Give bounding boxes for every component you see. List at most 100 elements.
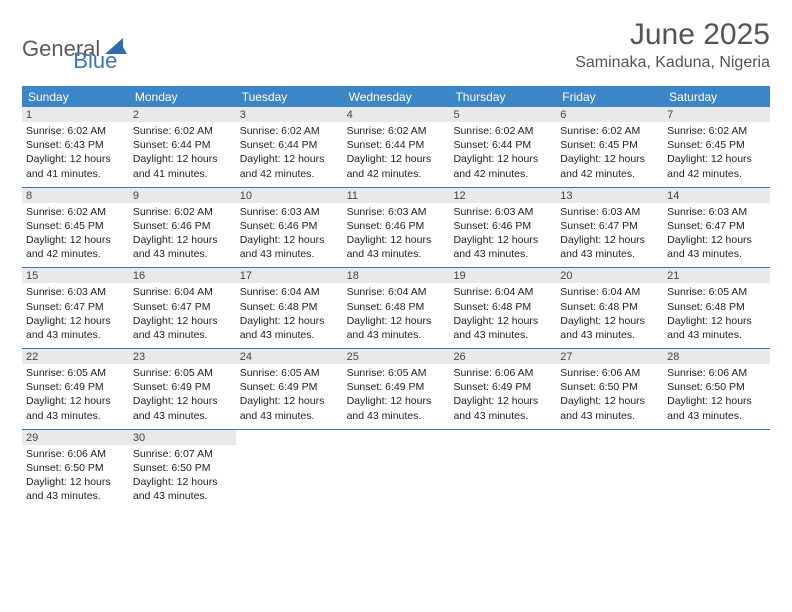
day-number: 3 (236, 107, 343, 122)
daylight-line: Daylight: 12 hours and 43 minutes. (453, 314, 552, 342)
daylight-line: Daylight: 12 hours and 43 minutes. (240, 314, 339, 342)
day-cell: 15Sunrise: 6:03 AMSunset: 6:47 PMDayligh… (22, 268, 129, 348)
sunrise-line: Sunrise: 6:02 AM (347, 124, 446, 138)
day-cell: 6Sunrise: 6:02 AMSunset: 6:45 PMDaylight… (556, 107, 663, 187)
dow-wednesday: Wednesday (343, 86, 450, 107)
day-cell: 24Sunrise: 6:05 AMSunset: 6:49 PMDayligh… (236, 349, 343, 429)
sunrise-line: Sunrise: 6:07 AM (133, 447, 232, 461)
daylight-line: Daylight: 12 hours and 43 minutes. (26, 314, 125, 342)
day-cell: 23Sunrise: 6:05 AMSunset: 6:49 PMDayligh… (129, 349, 236, 429)
sunrise-line: Sunrise: 6:02 AM (26, 205, 125, 219)
day-cell: 3 Sunrise: 6:02 AMSunset: 6:44 PMDaylight… (236, 107, 343, 187)
daylight-line: Daylight: 12 hours and 43 minutes. (347, 314, 446, 342)
day-number: 17 (236, 268, 343, 283)
sunset-line: Sunset: 6:48 PM (240, 300, 339, 314)
sunrise-line: Sunrise: 6:02 AM (560, 124, 659, 138)
day-number: 19 (449, 268, 556, 283)
sunrise-line: Sunrise: 6:04 AM (240, 285, 339, 299)
day-cell: 20Sunrise: 6:04 AMSunset: 6:48 PMDayligh… (556, 268, 663, 348)
daylight-line: Daylight: 12 hours and 43 minutes. (560, 394, 659, 422)
month-title: June 2025 (575, 18, 770, 52)
sunrise-line: Sunrise: 6:05 AM (26, 366, 125, 380)
sunrise-line: Sunrise: 6:03 AM (347, 205, 446, 219)
sunrise-line: Sunrise: 6:06 AM (453, 366, 552, 380)
sunset-line: Sunset: 6:50 PM (560, 380, 659, 394)
empty-cell (236, 430, 343, 510)
sunrise-line: Sunrise: 6:02 AM (453, 124, 552, 138)
sunrise-line: Sunrise: 6:06 AM (26, 447, 125, 461)
daylight-line: Daylight: 12 hours and 43 minutes. (240, 394, 339, 422)
day-cell: 28Sunrise: 6:06 AMSunset: 6:50 PMDayligh… (663, 349, 770, 429)
empty-cell (343, 430, 450, 510)
sunset-line: Sunset: 6:50 PM (667, 380, 766, 394)
day-number: 21 (663, 268, 770, 283)
day-number: 26 (449, 349, 556, 364)
daylight-line: Daylight: 12 hours and 43 minutes. (26, 394, 125, 422)
sunset-line: Sunset: 6:48 PM (560, 300, 659, 314)
day-number: 10 (236, 188, 343, 203)
sunrise-line: Sunrise: 6:06 AM (667, 366, 766, 380)
sunset-line: Sunset: 6:50 PM (133, 461, 232, 475)
sunset-line: Sunset: 6:48 PM (347, 300, 446, 314)
day-number: 23 (129, 349, 236, 364)
daylight-line: Daylight: 12 hours and 43 minutes. (453, 394, 552, 422)
week-row: 1Sunrise: 6:02 AMSunset: 6:43 PMDaylight… (22, 107, 770, 188)
empty-cell (663, 430, 770, 510)
day-cell: 4Sunrise: 6:02 AMSunset: 6:44 PMDaylight… (343, 107, 450, 187)
header: General Blue June 2025 Saminaka, Kaduna,… (22, 18, 770, 74)
daylight-line: Daylight: 12 hours and 42 minutes. (26, 233, 125, 261)
day-number: 18 (343, 268, 450, 283)
day-number: 5 (449, 107, 556, 122)
sunset-line: Sunset: 6:49 PM (453, 380, 552, 394)
day-cell: 9Sunrise: 6:02 AMSunset: 6:46 PMDaylight… (129, 188, 236, 268)
sunset-line: Sunset: 6:44 PM (133, 138, 232, 152)
sunset-line: Sunset: 6:45 PM (560, 138, 659, 152)
day-cell: 27Sunrise: 6:06 AMSunset: 6:50 PMDayligh… (556, 349, 663, 429)
day-cell: 8Sunrise: 6:02 AMSunset: 6:45 PMDaylight… (22, 188, 129, 268)
sunrise-line: Sunrise: 6:04 AM (453, 285, 552, 299)
day-number: 9 (129, 188, 236, 203)
dow-monday: Monday (129, 86, 236, 107)
day-number: 25 (343, 349, 450, 364)
daylight-line: Daylight: 12 hours and 43 minutes. (133, 394, 232, 422)
weeks-container: 1Sunrise: 6:02 AMSunset: 6:43 PMDaylight… (22, 107, 770, 509)
day-number: 12 (449, 188, 556, 203)
sunset-line: Sunset: 6:46 PM (453, 219, 552, 233)
day-number: 20 (556, 268, 663, 283)
title-block: June 2025 Saminaka, Kaduna, Nigeria (575, 18, 770, 72)
sunset-line: Sunset: 6:49 PM (26, 380, 125, 394)
day-cell: 26 Sunrise: 6:06 AMSunset: 6:49 PMDayligh… (449, 349, 556, 429)
week-row: 15Sunrise: 6:03 AMSunset: 6:47 PMDayligh… (22, 268, 770, 349)
day-cell: 10Sunrise: 6:03 AMSunset: 6:46 PMDayligh… (236, 188, 343, 268)
daylight-line: Daylight: 12 hours and 43 minutes. (26, 475, 125, 503)
day-cell: 18Sunrise: 6:04 AMSunset: 6:48 PMDayligh… (343, 268, 450, 348)
day-cell: 5Sunrise: 6:02 AMSunset: 6:44 PMDaylight… (449, 107, 556, 187)
sunset-line: Sunset: 6:46 PM (347, 219, 446, 233)
sunrise-line: Sunrise: 6:02 AM (240, 124, 339, 138)
logo: General Blue (22, 24, 117, 74)
sunrise-line: Sunrise: 6:03 AM (667, 205, 766, 219)
sunset-line: Sunset: 6:44 PM (347, 138, 446, 152)
day-number: 2 (129, 107, 236, 122)
daylight-line: Daylight: 12 hours and 43 minutes. (133, 475, 232, 503)
sunrise-line: Sunrise: 6:03 AM (26, 285, 125, 299)
calendar-grid: SundayMondayTuesdayWednesdayThursdayFrid… (22, 86, 770, 509)
logo-text-blue: Blue (73, 48, 117, 74)
daylight-line: Daylight: 12 hours and 43 minutes. (560, 314, 659, 342)
daylight-line: Daylight: 12 hours and 42 minutes. (347, 152, 446, 180)
dow-tuesday: Tuesday (236, 86, 343, 107)
sunrise-line: Sunrise: 6:02 AM (26, 124, 125, 138)
sunrise-line: Sunrise: 6:03 AM (560, 205, 659, 219)
daylight-line: Daylight: 12 hours and 43 minutes. (667, 233, 766, 261)
location-text: Saminaka, Kaduna, Nigeria (575, 54, 770, 72)
calendar-page: General Blue June 2025 Saminaka, Kaduna,… (0, 0, 792, 509)
day-cell: 16Sunrise: 6:04 AMSunset: 6:47 PMDayligh… (129, 268, 236, 348)
day-number: 16 (129, 268, 236, 283)
daylight-line: Daylight: 12 hours and 43 minutes. (453, 233, 552, 261)
daylight-line: Daylight: 12 hours and 42 minutes. (240, 152, 339, 180)
day-number: 15 (22, 268, 129, 283)
daylight-line: Daylight: 12 hours and 43 minutes. (240, 233, 339, 261)
sunset-line: Sunset: 6:48 PM (667, 300, 766, 314)
sunrise-line: Sunrise: 6:03 AM (453, 205, 552, 219)
sunset-line: Sunset: 6:44 PM (240, 138, 339, 152)
